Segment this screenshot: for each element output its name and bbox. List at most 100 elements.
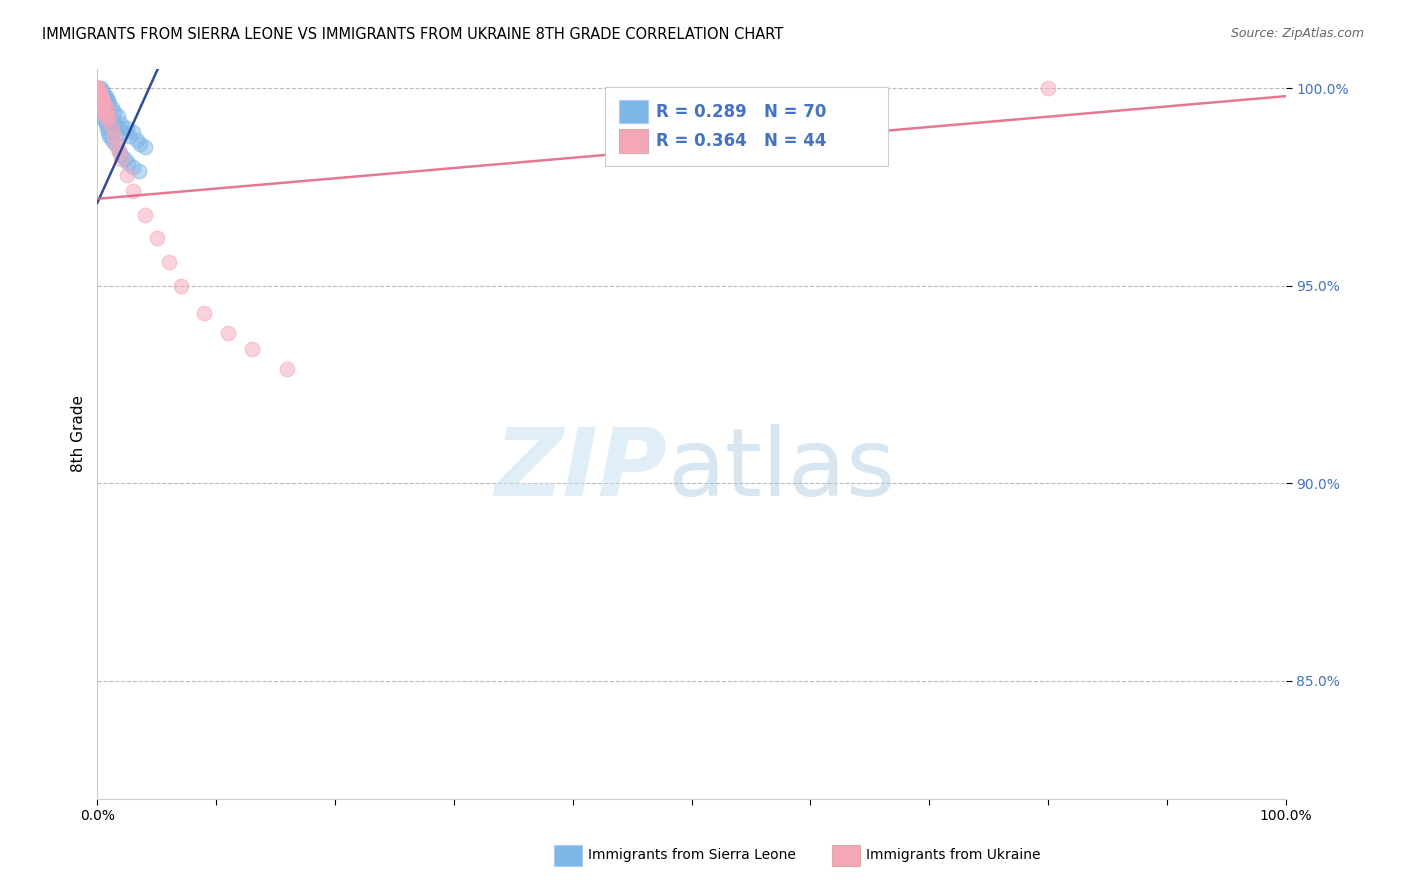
Point — [240, 342, 263, 356]
Point — [93, 112, 115, 127]
Point — [86, 81, 108, 95]
Text: R = 0.364   N = 44: R = 0.364 N = 44 — [657, 132, 827, 150]
Point — [105, 136, 128, 151]
Y-axis label: 8th Grade: 8th Grade — [72, 395, 86, 472]
FancyBboxPatch shape — [619, 129, 648, 153]
Point — [134, 140, 156, 154]
Point — [97, 112, 120, 127]
Point — [122, 160, 145, 174]
Point — [98, 128, 121, 143]
Point — [110, 117, 132, 131]
Point — [89, 97, 111, 112]
Point — [117, 156, 139, 170]
Point — [96, 101, 118, 115]
Point — [125, 133, 148, 147]
Point — [100, 120, 122, 135]
Point — [93, 89, 115, 103]
Point — [110, 153, 132, 167]
Point — [93, 93, 115, 107]
Point — [100, 133, 122, 147]
Point — [87, 85, 110, 99]
Text: atlas: atlas — [668, 425, 896, 516]
Point — [89, 85, 111, 99]
Text: Source: ZipAtlas.com: Source: ZipAtlas.com — [1230, 27, 1364, 40]
Point — [86, 81, 108, 95]
Point — [157, 255, 180, 269]
Point — [90, 81, 112, 95]
Point — [90, 85, 112, 99]
Point — [89, 89, 111, 103]
Point — [91, 105, 114, 120]
Text: R = 0.289   N = 70: R = 0.289 N = 70 — [657, 103, 827, 120]
Point — [217, 326, 239, 340]
Point — [107, 120, 129, 135]
Point — [87, 81, 110, 95]
Point — [103, 128, 125, 143]
Point — [91, 97, 114, 112]
Point — [90, 89, 112, 103]
Point — [104, 136, 127, 151]
Point — [276, 361, 298, 376]
Point — [94, 89, 117, 103]
Point — [86, 81, 108, 95]
Point — [90, 89, 112, 103]
Point — [122, 125, 145, 139]
Point — [87, 85, 110, 99]
Point — [98, 109, 121, 123]
Point — [91, 109, 114, 123]
Point — [110, 148, 132, 162]
Point — [86, 81, 108, 95]
Point — [86, 89, 108, 103]
Point — [86, 93, 108, 107]
Point — [87, 93, 110, 107]
Point — [100, 112, 122, 127]
Point — [89, 97, 111, 112]
Point — [86, 89, 108, 103]
Text: ZIP: ZIP — [495, 425, 668, 516]
Point — [87, 85, 110, 99]
Point — [91, 85, 114, 99]
Point — [193, 306, 215, 320]
Point — [146, 231, 169, 245]
Point — [128, 164, 150, 178]
Point — [96, 101, 118, 115]
Point — [107, 109, 129, 123]
Point — [97, 93, 120, 107]
Point — [112, 125, 135, 139]
Point — [107, 145, 129, 159]
Point — [98, 97, 121, 112]
Point — [86, 85, 108, 99]
Point — [91, 93, 114, 107]
Point — [86, 81, 108, 95]
Point — [91, 101, 114, 115]
Point — [94, 109, 117, 123]
Point — [91, 85, 114, 99]
Point — [89, 85, 111, 99]
Point — [90, 93, 112, 107]
Text: Immigrants from Ukraine: Immigrants from Ukraine — [866, 848, 1040, 863]
Point — [94, 97, 117, 112]
Point — [97, 105, 120, 120]
Point — [1036, 81, 1059, 95]
Point — [86, 89, 108, 103]
Point — [134, 208, 156, 222]
Point — [103, 105, 125, 120]
Point — [104, 117, 127, 131]
FancyBboxPatch shape — [605, 87, 887, 166]
Point — [107, 145, 129, 159]
Point — [100, 101, 122, 115]
Point — [86, 81, 108, 95]
Point — [89, 85, 111, 99]
Point — [91, 93, 114, 107]
Point — [86, 81, 108, 95]
Point — [87, 93, 110, 107]
Point — [96, 93, 118, 107]
Text: IMMIGRANTS FROM SIERRA LEONE VS IMMIGRANTS FROM UKRAINE 8TH GRADE CORRELATION CH: IMMIGRANTS FROM SIERRA LEONE VS IMMIGRAN… — [42, 27, 783, 42]
Point — [97, 125, 120, 139]
Point — [86, 85, 108, 99]
Point — [115, 168, 138, 182]
Point — [98, 109, 121, 123]
Point — [89, 93, 111, 107]
Point — [86, 89, 108, 103]
Point — [87, 89, 110, 103]
